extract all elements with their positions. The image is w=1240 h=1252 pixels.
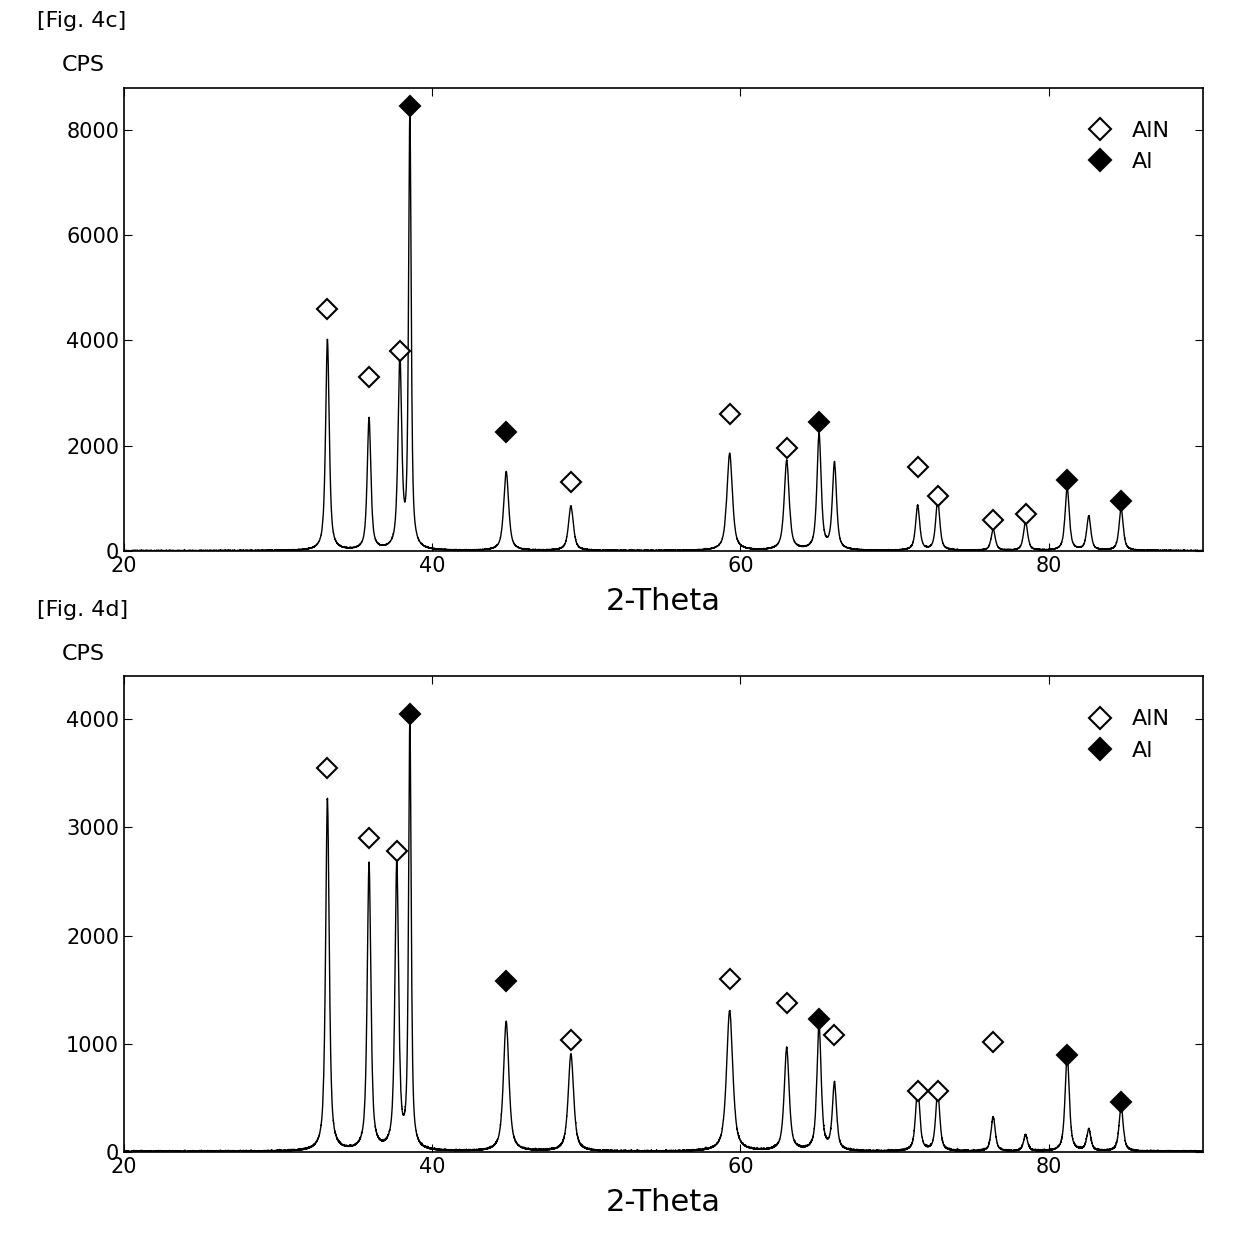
- Text: CPS: CPS: [62, 55, 105, 75]
- Text: CPS: CPS: [62, 644, 105, 664]
- Legend: AlN, Al: AlN, Al: [1056, 99, 1192, 194]
- X-axis label: 2-Theta: 2-Theta: [606, 587, 720, 616]
- Text: [Fig. 4d]: [Fig. 4d]: [37, 600, 128, 620]
- Text: [Fig. 4c]: [Fig. 4c]: [37, 11, 126, 31]
- Legend: AlN, Al: AlN, Al: [1056, 687, 1192, 782]
- X-axis label: 2-Theta: 2-Theta: [606, 1188, 720, 1217]
